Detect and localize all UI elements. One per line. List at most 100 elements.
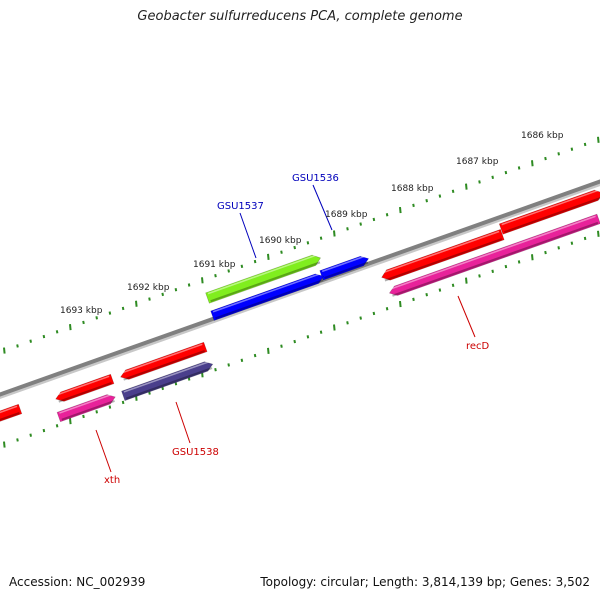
minor-tick	[55, 424, 59, 428]
minor-tick	[42, 428, 46, 433]
minor-tick	[29, 433, 32, 437]
minor-tick	[240, 358, 244, 362]
gene-label-gsu1536[interactable]: GSU1536	[292, 173, 339, 184]
minor-tick	[280, 250, 283, 254]
gene-arrow-red-2[interactable]	[380, 229, 505, 282]
minor-tick	[504, 170, 508, 175]
minor-tick	[174, 287, 178, 292]
outer-tick-ring	[3, 136, 600, 354]
minor-tick	[319, 236, 323, 240]
minor-tick	[359, 316, 362, 320]
minor-tick	[385, 213, 389, 217]
major-tick	[333, 324, 336, 331]
major-tick	[135, 300, 138, 307]
scale-label-1692: 1692 kbp	[127, 283, 170, 293]
minor-tick	[517, 260, 521, 264]
gene-label-recd[interactable]: recD	[466, 341, 490, 352]
gene-arrow-red-4[interactable]	[54, 373, 115, 403]
minor-tick	[148, 391, 151, 395]
minor-tick	[412, 203, 415, 208]
minor-tick	[544, 250, 547, 255]
minor-tick	[319, 330, 323, 334]
label-leaders	[95, 184, 476, 473]
minor-tick	[108, 311, 112, 315]
major-tick	[465, 277, 468, 284]
gene-arrow-magenta-xth[interactable]	[56, 392, 117, 423]
scale-label-1687: 1687 kbp	[456, 157, 499, 167]
minor-tick	[174, 381, 178, 386]
minor-tick	[346, 321, 349, 325]
major-tick	[3, 441, 6, 448]
major-tick	[333, 230, 336, 237]
minor-tick	[187, 377, 191, 381]
leader-xth	[95, 429, 112, 473]
leader-gsu1537	[239, 212, 257, 259]
gene-label-gsu1537[interactable]: GSU1537	[217, 201, 264, 212]
minor-tick	[438, 288, 442, 292]
minor-tick	[121, 400, 125, 405]
backbone-shadow	[0, 182, 600, 400]
major-tick	[531, 160, 534, 167]
minor-tick	[227, 363, 230, 367]
minor-tick	[412, 297, 415, 302]
minor-tick	[544, 156, 547, 161]
scale-label-1689: 1689 kbp	[325, 210, 368, 220]
minor-tick	[583, 142, 587, 147]
minor-tick	[517, 166, 521, 170]
gene-arrow-red-1[interactable]	[498, 188, 600, 235]
major-tick	[69, 418, 72, 425]
minor-tick	[372, 311, 376, 316]
minor-tick	[570, 147, 574, 151]
gene-arrow-red-3[interactable]	[119, 341, 208, 382]
leader-recd	[457, 295, 476, 338]
minor-tick	[385, 307, 389, 311]
minor-tick	[306, 335, 310, 339]
minor-tick	[108, 405, 112, 409]
minor-tick	[293, 339, 296, 344]
inner-tick-ring	[3, 230, 600, 448]
minor-tick	[82, 414, 85, 419]
minor-tick	[161, 386, 164, 391]
minor-tick	[478, 274, 481, 278]
gene-label-gsu1538[interactable]: GSU1538	[172, 447, 219, 458]
gene-arrow-blue-1[interactable]	[319, 254, 370, 281]
minor-tick	[214, 273, 217, 278]
scale-label-1686: 1686 kbp	[521, 131, 564, 141]
gene-arrow-red-5[interactable]	[0, 403, 23, 423]
minor-tick	[557, 246, 560, 250]
gene-arrow-green-gsu1537[interactable]	[205, 253, 323, 304]
gene-arrow-blue-2[interactable]	[210, 272, 326, 321]
scale-label-1691: 1691 kbp	[193, 260, 236, 270]
minor-tick	[29, 339, 32, 343]
scale-label-1688: 1688 kbp	[391, 184, 434, 194]
major-tick	[3, 347, 6, 354]
minor-tick	[240, 264, 244, 268]
major-tick	[597, 230, 600, 237]
minor-tick	[425, 293, 428, 297]
minor-tick	[148, 297, 151, 301]
minor-tick	[438, 194, 442, 198]
minor-tick	[451, 189, 455, 194]
minor-tick	[16, 344, 19, 348]
gene-features	[0, 188, 600, 423]
gene-arrow-slate-gsu1538[interactable]	[121, 359, 215, 401]
minor-tick	[121, 306, 125, 311]
accession-text: Accession: NC_002939	[9, 575, 146, 589]
minor-tick	[55, 330, 59, 334]
major-tick	[531, 254, 534, 261]
gene-label-xth[interactable]: xth	[104, 475, 120, 486]
minor-tick	[451, 283, 455, 288]
minor-tick	[583, 236, 587, 241]
minor-tick	[346, 227, 349, 231]
minor-tick	[95, 410, 98, 414]
minor-tick	[42, 334, 46, 339]
genome-summary-text: Topology: circular; Length: 3,814,139 bp…	[260, 575, 590, 589]
major-tick	[201, 277, 204, 284]
gene-arrow-magenta-recd[interactable]	[388, 213, 600, 298]
scale-label-1690: 1690 kbp	[259, 236, 302, 246]
minor-tick	[425, 199, 428, 203]
leader-gsu1536	[312, 184, 333, 231]
major-tick	[597, 136, 600, 143]
minor-tick	[306, 241, 310, 245]
